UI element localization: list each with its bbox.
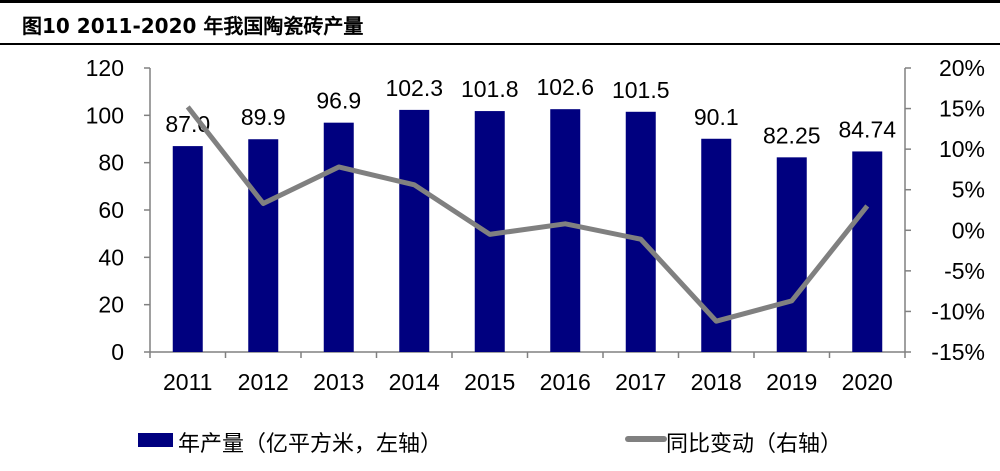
bar-2020: [852, 151, 883, 352]
legend-swatch-bar: [138, 433, 173, 447]
legend-label-bar: 年产量（亿平方米，左轴）: [178, 431, 442, 456]
x-tick-label: 2017: [615, 369, 666, 395]
bar-2014: [399, 109, 430, 352]
left-tick-label: 120: [86, 55, 124, 81]
bar-2012: [248, 139, 279, 352]
right-tick-label: 0%: [952, 217, 985, 243]
bar-2013: [323, 122, 354, 352]
x-tick-label: 2013: [313, 369, 364, 395]
left-tick-label: 20: [98, 292, 124, 318]
right-tick-label: -15%: [931, 339, 985, 365]
left-tick-label: 100: [86, 102, 124, 128]
bar-value-label: 90.1: [694, 104, 739, 130]
left-tick-label: 80: [98, 150, 124, 176]
yoy-change-line: [185, 105, 870, 324]
bar-2019: [776, 157, 807, 352]
bar-2011: [172, 146, 203, 352]
bar-value-label: 101.8: [461, 76, 519, 102]
left-tick-label: 0: [111, 339, 124, 365]
left-tick-label: 60: [98, 197, 124, 223]
bar-value-label: 102.6: [536, 74, 594, 100]
right-tick-label: 20%: [939, 55, 985, 81]
x-tick-label: 2015: [464, 369, 515, 395]
title-rule: [0, 43, 1000, 45]
x-tick-label: 2018: [691, 369, 742, 395]
x-tick-label: 2019: [766, 369, 817, 395]
bar-value-label: 101.5: [612, 77, 670, 103]
bar-value-label: 84.74: [838, 116, 896, 142]
bar-value-label: 102.3: [385, 75, 443, 101]
x-tick-label: 2014: [389, 369, 440, 395]
right-tick-label: 5%: [952, 177, 985, 203]
x-tick-label: 2020: [842, 369, 893, 395]
chart-title: 图10 2011-2020 年我国陶瓷砖产量: [22, 14, 364, 38]
bar-2017: [625, 111, 656, 353]
bar-value-label: 82.25: [763, 122, 821, 148]
right-tick-label: 10%: [939, 136, 985, 162]
left-tick-label: 40: [98, 244, 124, 270]
right-tick-label: 15%: [939, 96, 985, 122]
top-rule: [0, 0, 1000, 3]
x-tick-label: 2016: [540, 369, 591, 395]
x-tick-label: 2011: [163, 369, 212, 395]
right-tick-label: -5%: [944, 258, 985, 284]
bar-value-label: 89.9: [241, 104, 286, 130]
bar-value-label: 96.9: [316, 88, 361, 114]
legend-label-line: 同比变动（右轴）: [666, 431, 842, 456]
bar-2016: [550, 109, 581, 353]
x-tick-label: 2012: [238, 369, 289, 395]
right-tick-label: -10%: [931, 298, 985, 324]
